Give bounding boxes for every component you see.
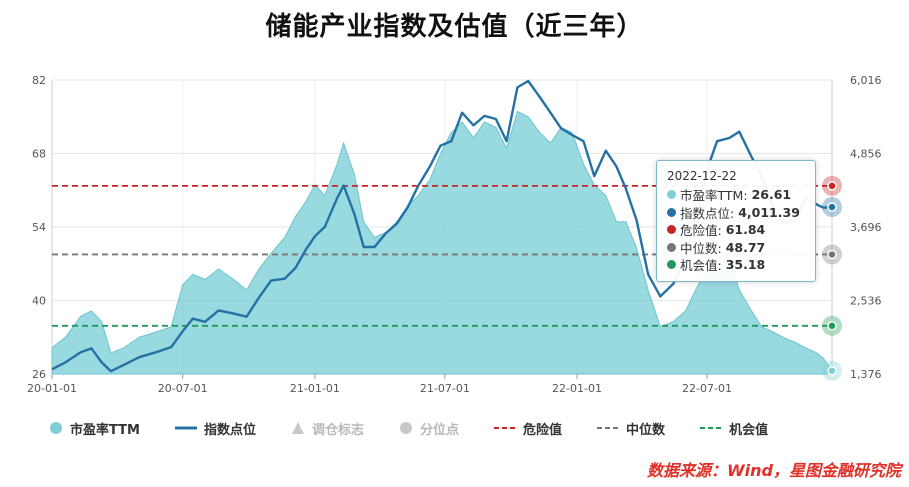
legend-percentile-label: 分位点 [420,422,460,438]
legend-index-marker [174,426,197,430]
x-tick-label: 22-01-01 [552,382,602,395]
tooltip-median-label: 中位数: [680,240,722,256]
tooltip-row-median: 中位数: 48.77 [667,239,805,257]
tooltip-row-pe: 市盈率TTM: 26.61 [667,186,805,204]
y-left-tick-label: 82 [32,74,46,87]
y-right-tick-label: 4,856 [850,148,882,161]
legend-pe-marker [50,422,62,434]
tooltip-pe-value: 26.61 [751,187,792,203]
legend-item-percentile[interactable]: 分位点 [398,418,459,438]
tooltip-median-value: 48.77 [725,239,766,255]
y-right-tick-label: 1,376 [850,368,882,381]
tooltip-row-index: 指数点位: 4,011.39 [667,204,805,222]
tooltip-row-danger: 危险值: 61.84 [667,221,805,239]
data-source-note: 数据来源：Wind，星图金融研究院 [647,461,901,480]
legend-median-label: 中位数 [626,422,666,438]
danger-end-marker [827,181,837,191]
tooltip-pe-label: 市盈率TTM: [680,188,748,204]
x-tick-label: 22-07-01 [682,382,732,395]
x-tick-label: 21-01-01 [290,382,340,395]
index-line [51,79,833,373]
y-left-tick-label: 26 [32,368,46,381]
legend-index-label: 指数点位 [203,422,256,438]
opportunity-end-marker [827,321,837,331]
tooltip-median-dot [667,242,676,252]
legend-pe-label: 市盈率TTM [70,422,140,438]
median-end-marker [827,249,837,260]
legend-opportunity-marker [700,427,723,429]
y-right-tick-label: 6,016 [850,74,882,87]
triangle-icon [292,422,304,434]
legend-danger-label: 危险值 [523,422,563,438]
tooltip-row-opportunity: 机会值: 35.18 [667,256,805,274]
index-end-marker [827,202,837,212]
x-tick-label: 20-01-01 [27,382,77,395]
legend-item-rebalance[interactable]: 调仓标志 [290,418,364,438]
legend-median-marker [597,427,620,429]
chart-title: 储能产业指数及估值（近三年） [265,12,644,42]
legend-item-pe[interactable]: 市盈率TTM [48,418,140,438]
y-left-tick-label: 54 [32,221,46,234]
legend-danger-marker [494,427,517,429]
legend-item-danger[interactable]: 危险值 [493,418,562,438]
y-left-tick-label: 68 [32,148,46,161]
y-right-tick-label: 3,696 [850,221,882,234]
tooltip-index-value: 4,011.39 [738,204,800,220]
tooltip-index-dot [667,207,676,217]
tooltip-date: 2022-12-22 [667,169,737,183]
tooltip-opportunity-value: 35.18 [725,257,766,273]
x-tick-label: 20-07-01 [158,382,208,395]
tooltip-opportunity-label: 机会值: [680,258,722,274]
legend-item-median[interactable]: 中位数 [596,418,665,438]
tooltip-danger-label: 危险值: [680,223,722,239]
y-right-tick-label: 2,536 [850,295,882,308]
legend-opportunity-label: 机会值 [729,422,769,438]
tooltip-pe-dot [667,190,676,200]
legend-percentile-marker [400,422,413,434]
x-tick-label: 21-07-01 [420,382,470,395]
legend-item-opportunity[interactable]: 机会值 [699,418,768,438]
tooltip-danger-value: 61.84 [725,222,766,238]
tooltip-index-label: 指数点位: [680,205,735,221]
chart-legend: 市盈率TTM 指数点位 调仓标志 分位点 危险值 中位数 机会值 [48,418,802,438]
y-left-tick-label: 40 [32,295,46,308]
chart-tooltip: 2022-12-22 市盈率TTM: 26.61 指数点位: 4,011.39 … [656,160,816,282]
legend-item-index[interactable]: 指数点位 [174,418,256,438]
legend-rebalance-label: 调仓标志 [312,422,365,438]
tooltip-opportunity-dot [667,260,676,270]
tooltip-danger-dot [667,225,676,235]
pe-end-marker [827,366,837,376]
